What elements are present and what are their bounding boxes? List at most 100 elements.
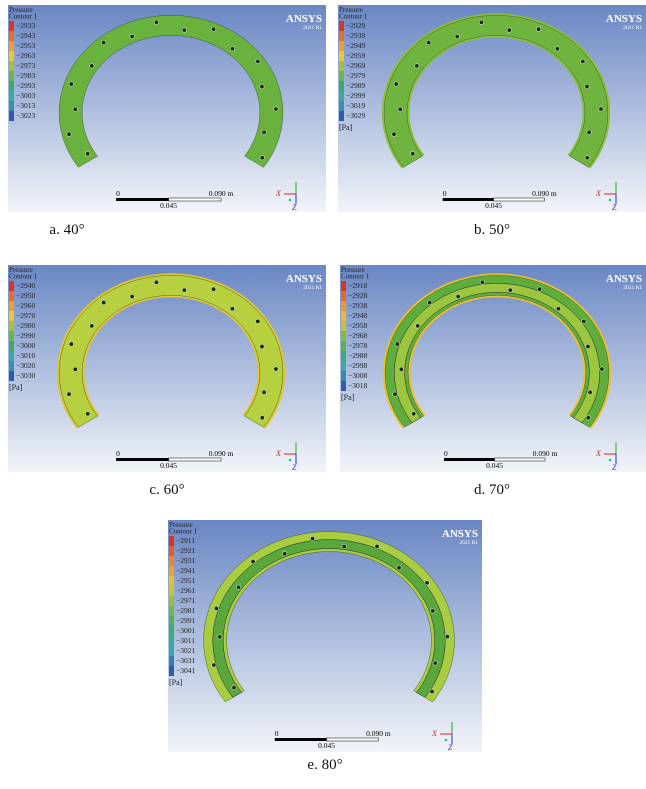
legend-swatch (9, 51, 14, 61)
legend-value: −2950 (16, 291, 35, 300)
legend-value: −3003 (16, 91, 35, 100)
legend-subtitle: Contour 1 (9, 13, 38, 21)
hole (588, 390, 592, 394)
hole (211, 27, 215, 31)
hole (433, 661, 437, 665)
legend-swatch (341, 321, 346, 331)
legend-swatch (339, 51, 344, 61)
hole (218, 635, 222, 639)
caption: e. 80° (265, 757, 385, 774)
hole (425, 581, 429, 585)
hole (394, 82, 398, 86)
legend-swatch (9, 61, 14, 71)
version: 2021 R1 (623, 285, 642, 291)
axis-label: Z (292, 203, 297, 212)
hole (101, 300, 105, 304)
hole (73, 367, 77, 371)
legend-swatch (9, 71, 14, 81)
legend-swatch (341, 351, 346, 361)
legend-swatch (9, 341, 14, 351)
legend-value: −3013 (16, 101, 35, 110)
legend-swatch (9, 41, 14, 51)
legend-value: −2933 (16, 21, 35, 30)
scale-label: 0.045 (318, 741, 335, 750)
hole (230, 47, 234, 51)
hole (260, 344, 264, 348)
legend-value: −2960 (16, 301, 35, 310)
legend-swatch (9, 351, 14, 361)
hole (555, 47, 559, 51)
hole (399, 367, 403, 371)
hole (508, 288, 512, 292)
hole (211, 287, 215, 291)
caption: a. 40° (7, 222, 127, 239)
legend-value: −2973 (16, 61, 35, 70)
hole (69, 342, 73, 346)
hole (537, 287, 541, 291)
scale-label: 0.045 (160, 201, 177, 210)
scale-label: 0.090 m (209, 449, 234, 458)
legend-unit: [Pa] (341, 393, 355, 402)
hole (130, 294, 134, 298)
scale-label: 0.045 (485, 201, 502, 210)
hole (260, 84, 264, 88)
legend-swatch (341, 281, 346, 291)
legend-swatch (341, 291, 346, 301)
legend-value: −2939 (346, 31, 365, 40)
legend-value: −3021 (176, 646, 195, 655)
hole (480, 280, 484, 284)
legend-value: −2980 (16, 321, 35, 330)
figure: PressureContour 1−2933−2943−2953−2963−29… (0, 0, 646, 789)
hole (67, 392, 71, 396)
version: 2021 R1 (459, 540, 478, 546)
legend-value: −3041 (176, 666, 195, 675)
scale-label: 0 (116, 189, 120, 198)
hole (214, 606, 218, 610)
hole (393, 392, 397, 396)
axis-label: Z (612, 463, 617, 472)
legend-swatch (339, 91, 344, 101)
legend-swatch (9, 91, 14, 101)
legend-value: −3001 (176, 626, 195, 635)
legend-swatch (9, 371, 14, 381)
hole (69, 82, 73, 86)
axis-origin (289, 199, 292, 202)
hole (397, 565, 401, 569)
hole (310, 536, 314, 540)
legend-value: −2959 (346, 51, 365, 60)
legend-value: −2979 (346, 71, 365, 80)
legend-swatch (9, 81, 14, 91)
legend-value: −2981 (176, 606, 195, 615)
legend-value: −2961 (176, 586, 195, 595)
logo: ANSYS (606, 13, 642, 25)
legend-value: −3031 (176, 656, 195, 665)
hole (73, 107, 77, 111)
legend-value: −3029 (346, 111, 365, 120)
hole (586, 344, 590, 348)
hole (212, 663, 216, 667)
hole (236, 585, 240, 589)
hole (154, 20, 158, 24)
hole (130, 34, 134, 38)
scale-label: 0.090 m (209, 189, 234, 198)
legend-swatch (9, 281, 14, 291)
legend-unit: [Pa] (9, 383, 23, 392)
legend-swatch (169, 566, 174, 576)
hole (262, 130, 266, 134)
hole (182, 28, 186, 32)
legend-swatch (339, 111, 344, 121)
legend-swatch (169, 576, 174, 586)
version: 2021 R1 (303, 25, 322, 31)
legend-value: −3008 (348, 371, 367, 380)
logo: ANSYS (286, 13, 322, 25)
legend-swatch (9, 111, 14, 121)
hole (230, 307, 234, 311)
legend-swatch (9, 331, 14, 341)
hole (90, 324, 94, 328)
legend-value: −3019 (346, 101, 365, 110)
legend-value: −2969 (346, 61, 365, 70)
hole (416, 324, 420, 328)
hole (599, 107, 603, 111)
legend-value: −2948 (348, 311, 367, 320)
